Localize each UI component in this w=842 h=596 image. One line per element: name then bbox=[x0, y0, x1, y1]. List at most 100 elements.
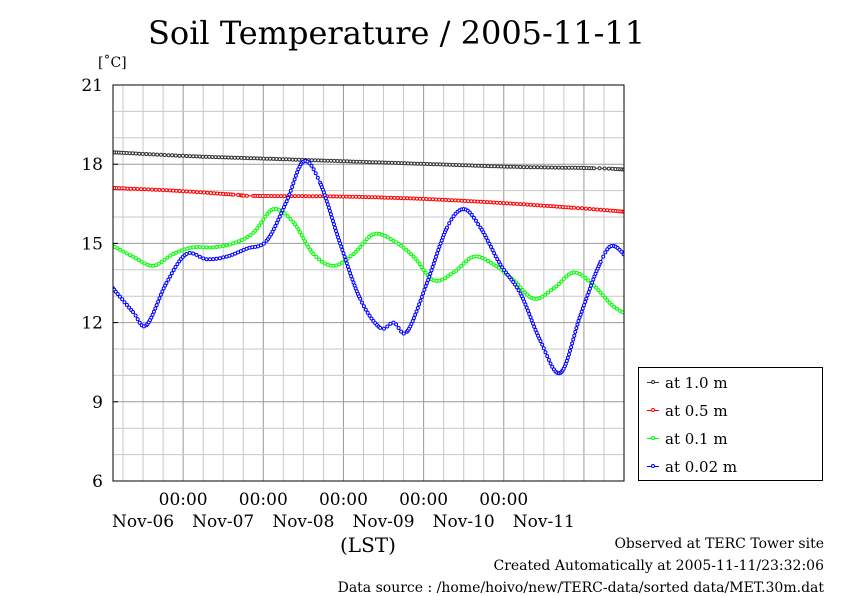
data-point bbox=[348, 195, 351, 198]
data-point bbox=[175, 189, 178, 192]
data-point bbox=[397, 162, 400, 165]
data-point bbox=[435, 198, 438, 201]
data-point bbox=[738, 315, 741, 318]
data-point bbox=[574, 166, 577, 169]
data-point bbox=[645, 294, 648, 297]
data-point bbox=[493, 165, 496, 168]
data-point bbox=[415, 310, 418, 313]
data-point bbox=[737, 319, 740, 322]
data-point bbox=[509, 202, 512, 205]
data-point bbox=[584, 276, 587, 279]
data-point bbox=[731, 338, 734, 341]
legend-item: at 0.5 m bbox=[647, 401, 728, 421]
data-point bbox=[516, 202, 519, 205]
data-point bbox=[756, 265, 759, 268]
data-point bbox=[728, 349, 731, 352]
data-point bbox=[435, 163, 438, 166]
data-point bbox=[805, 337, 808, 340]
data-point bbox=[393, 196, 396, 199]
data-point bbox=[426, 163, 429, 166]
data-point bbox=[812, 350, 815, 353]
data-point bbox=[588, 287, 591, 290]
data-point bbox=[658, 319, 661, 322]
footer-site: Observed at TERC Tower site bbox=[614, 536, 824, 552]
data-point bbox=[188, 251, 191, 254]
data-point bbox=[781, 285, 784, 288]
data-point bbox=[533, 166, 536, 169]
data-point bbox=[275, 158, 278, 161]
data-point bbox=[512, 202, 515, 205]
data-point bbox=[174, 154, 177, 157]
data-point bbox=[293, 195, 296, 198]
data-point bbox=[780, 282, 783, 285]
data-point bbox=[249, 234, 252, 237]
data-point bbox=[429, 272, 432, 275]
data-point bbox=[218, 257, 221, 260]
data-point bbox=[221, 156, 224, 159]
data-point bbox=[349, 272, 352, 275]
data-point bbox=[323, 159, 326, 162]
data-point bbox=[541, 295, 544, 298]
data-point bbox=[668, 334, 671, 337]
y-tick-label: 6 bbox=[92, 472, 103, 492]
data-point bbox=[292, 182, 295, 185]
data-point bbox=[205, 155, 208, 158]
data-point bbox=[326, 203, 329, 206]
data-point bbox=[412, 317, 415, 320]
data-point bbox=[155, 304, 158, 307]
data-point bbox=[162, 189, 165, 192]
data-point bbox=[461, 164, 464, 167]
data-point bbox=[557, 166, 560, 169]
data-point bbox=[648, 301, 651, 304]
data-point bbox=[342, 195, 345, 198]
data-point bbox=[745, 288, 748, 291]
data-point bbox=[552, 205, 555, 208]
data-point bbox=[663, 294, 666, 297]
data-point bbox=[659, 322, 662, 325]
data-point bbox=[588, 207, 591, 210]
data-point bbox=[451, 199, 454, 202]
data-point bbox=[419, 162, 422, 165]
data-point bbox=[378, 161, 381, 164]
data-point bbox=[483, 165, 486, 168]
data-point bbox=[544, 351, 547, 354]
legend-label: at 0.02 m bbox=[665, 458, 737, 476]
data-point bbox=[666, 332, 669, 335]
data-point bbox=[628, 262, 631, 265]
data-point bbox=[281, 158, 284, 161]
data-point bbox=[344, 258, 347, 261]
data-point bbox=[424, 285, 427, 288]
data-point bbox=[334, 226, 337, 229]
data-point bbox=[783, 288, 786, 291]
data-point bbox=[136, 318, 139, 321]
data-point bbox=[302, 237, 305, 240]
data-point bbox=[262, 157, 265, 160]
data-point bbox=[512, 165, 515, 168]
data-point bbox=[228, 243, 231, 246]
data-point bbox=[349, 160, 352, 163]
data-point bbox=[680, 357, 683, 360]
data-point bbox=[170, 272, 173, 275]
data-point bbox=[794, 313, 797, 316]
data-point bbox=[132, 311, 135, 314]
data-point bbox=[125, 303, 128, 306]
data-point bbox=[192, 252, 195, 255]
data-point bbox=[680, 292, 683, 295]
data-point bbox=[599, 260, 602, 263]
data-point bbox=[300, 234, 303, 237]
data-point bbox=[330, 159, 333, 162]
data-point bbox=[580, 207, 583, 210]
data-point bbox=[491, 249, 494, 252]
data-point bbox=[152, 310, 155, 313]
data-point bbox=[245, 194, 248, 197]
legend-swatch-0-02m bbox=[647, 462, 659, 472]
data-point bbox=[339, 160, 342, 163]
data-point bbox=[677, 351, 680, 354]
data-point bbox=[458, 164, 461, 167]
data-point bbox=[546, 204, 549, 207]
data-point bbox=[402, 332, 405, 335]
data-point bbox=[724, 363, 727, 366]
data-point bbox=[291, 186, 294, 189]
data-point bbox=[172, 269, 175, 272]
data-point bbox=[815, 356, 818, 359]
